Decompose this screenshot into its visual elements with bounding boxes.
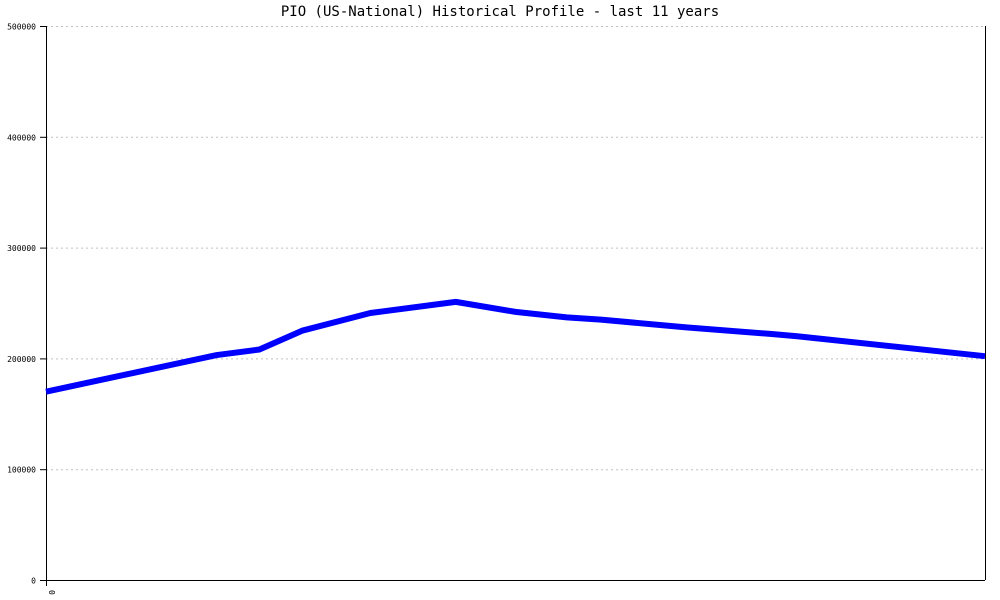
y-tick-label: 400000 — [7, 133, 36, 142]
series-line — [45, 298, 986, 395]
chart-title: PIO (US-National) Historical Profile - l… — [280, 4, 720, 20]
x-tick-label: 0 — [47, 590, 56, 595]
y-tick-label: 100000 — [7, 466, 36, 475]
y-tick-label: 200000 — [7, 355, 36, 364]
y-tick-label: 300000 — [7, 244, 36, 253]
y-tick-label: 500000 — [7, 23, 36, 32]
y-tick-label: 0 — [31, 577, 36, 586]
